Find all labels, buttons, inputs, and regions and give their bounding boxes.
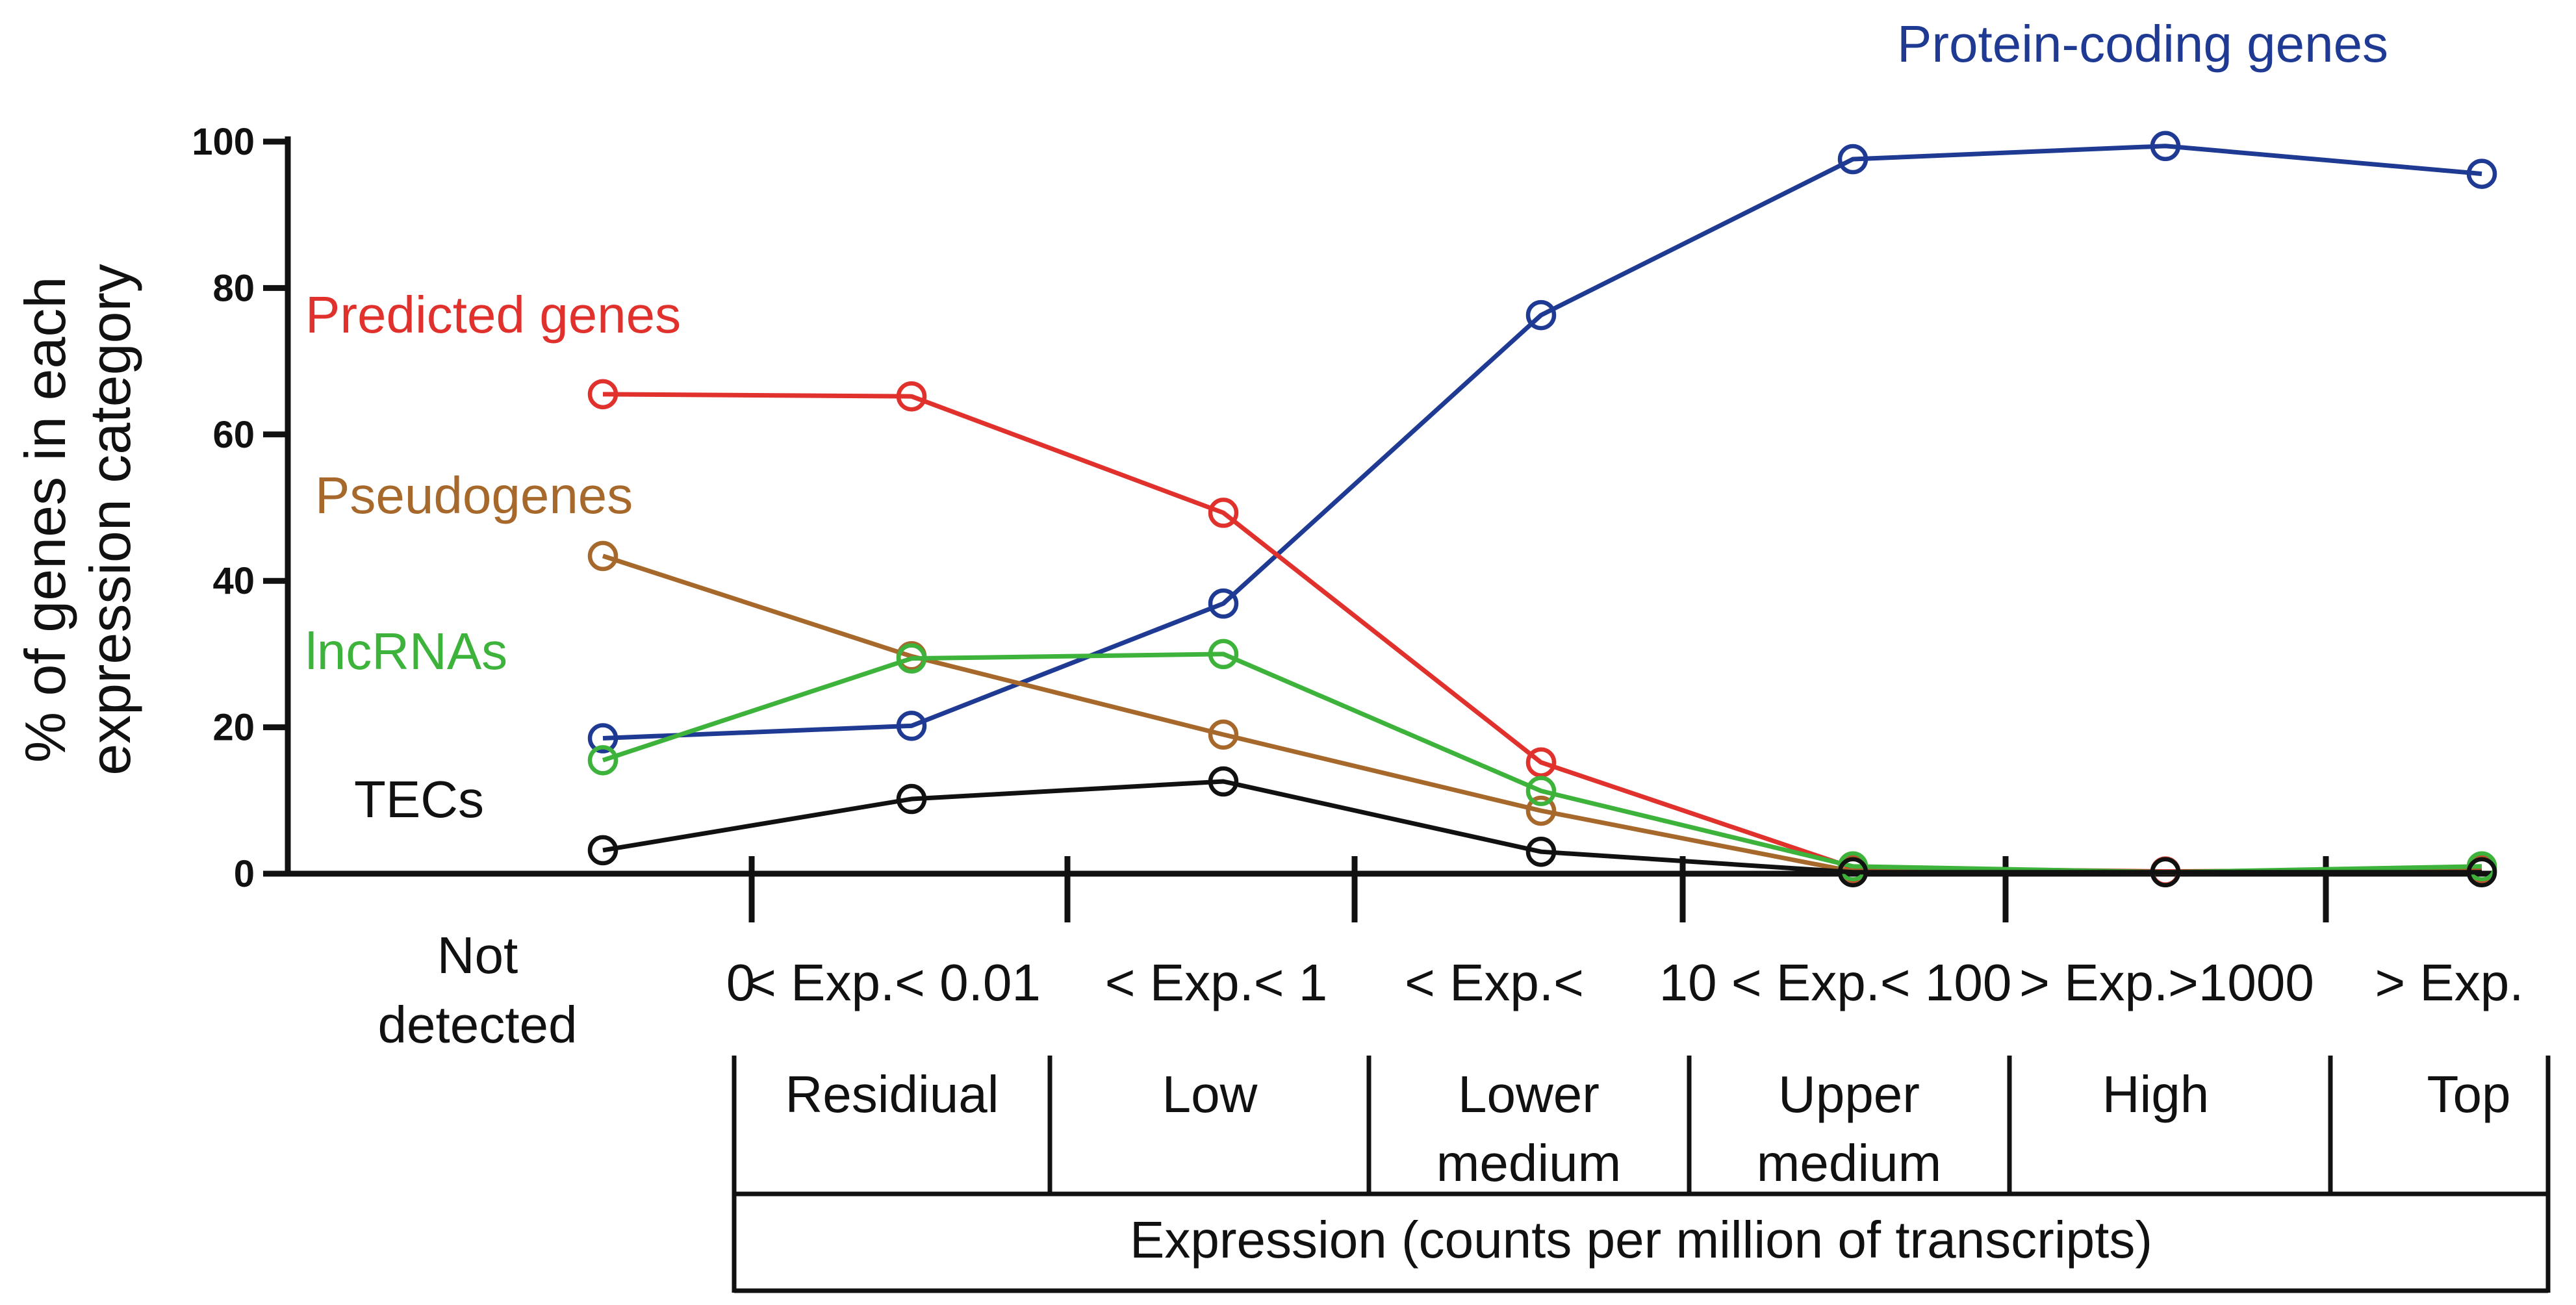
data-point: [896, 783, 927, 815]
y-axis-title-line1: % of genes in each: [13, 277, 77, 763]
data-point: [2150, 131, 2181, 162]
data-point: [1525, 299, 1557, 331]
data-point: [587, 745, 618, 776]
y-tick-label: 40: [212, 560, 255, 602]
data-point: [896, 643, 927, 674]
bin-label-upper-medium-2: medium: [1757, 1134, 1942, 1192]
bin-label-lower-medium-1: Lower: [1458, 1065, 1600, 1123]
data-point: [896, 381, 927, 412]
data-point: [1208, 766, 1239, 797]
data-point: [1208, 588, 1239, 619]
data-point: [1208, 498, 1239, 528]
threshold-label: > Exp.: [2375, 954, 2523, 1011]
data-point: [1525, 836, 1557, 867]
threshold-label: < Exp.< 0.01: [746, 954, 1041, 1011]
bin-label-low: Low: [1162, 1065, 1258, 1123]
y-tick-label: 0: [234, 853, 255, 895]
series-label-protein-coding: Protein-coding genes: [1897, 15, 2388, 73]
y-tick-label: 20: [212, 707, 255, 749]
x-axis-title: Expression (counts per million of transc…: [1130, 1211, 2152, 1269]
data-point: [1837, 144, 1868, 175]
threshold-label: > Exp.>1000: [2019, 954, 2314, 1011]
series-tecs: [587, 766, 2497, 887]
series-line: [602, 144, 2482, 741]
data-point: [1525, 747, 1557, 778]
data-point: [1525, 795, 1557, 826]
data-point: [896, 711, 927, 741]
y-ticks: 0 20 40 60 80 100: [192, 121, 288, 895]
series-label-pseudogenes: Pseudogenes: [315, 466, 633, 524]
data-point: [587, 723, 618, 754]
data-point: [1525, 776, 1557, 806]
series-line: [602, 779, 2482, 875]
threshold-label: < Exp.<: [1405, 954, 1584, 1011]
bin-label-upper-medium-1: Upper: [1778, 1065, 1920, 1123]
series-protein-coding-genes: [587, 131, 2497, 754]
data-point: [1208, 639, 1239, 670]
bin-label-residual: Residiual: [785, 1065, 999, 1123]
data-point: [1208, 719, 1239, 750]
not-detected-label-line1: Not: [437, 926, 518, 984]
threshold-label: < Exp.< 1: [1105, 954, 1327, 1011]
data-point: [2466, 857, 2497, 887]
data-point: [587, 540, 618, 572]
y-tick-label: 60: [212, 414, 255, 456]
not-detected-label-line2: detected: [378, 996, 578, 1054]
threshold-label: 0: [726, 954, 756, 1011]
expression-category-table: Residiual Low Lower medium Upper medium …: [732, 1056, 2551, 1293]
threshold-label: 10 < Exp.< 100: [1659, 954, 2012, 1011]
y-tick-label: 80: [212, 267, 255, 309]
bin-label-lower-medium-2: medium: [1436, 1134, 1622, 1192]
data-point: [587, 379, 618, 410]
series-label-predicted: Predicted genes: [305, 286, 681, 344]
y-axis-title-line2: expression category: [78, 264, 142, 776]
data-point: [1837, 857, 1868, 887]
data-point: [2466, 158, 2497, 189]
data-point: [587, 835, 618, 866]
series-pseudogenes: [587, 540, 2497, 887]
series-label-lncrnas: lncRNAs: [305, 622, 507, 680]
threshold-labels: 0 < Exp.< 0.01 < Exp.< 1 < Exp.< 10 < Ex…: [726, 954, 2524, 1011]
bin-label-top: Top: [2427, 1065, 2511, 1123]
series-label-tecs: TECs: [354, 770, 484, 828]
bin-label-high: High: [2102, 1065, 2210, 1123]
y-tick-label: 100: [192, 121, 255, 163]
data-point: [2150, 857, 2181, 887]
series-group: [587, 131, 2497, 887]
